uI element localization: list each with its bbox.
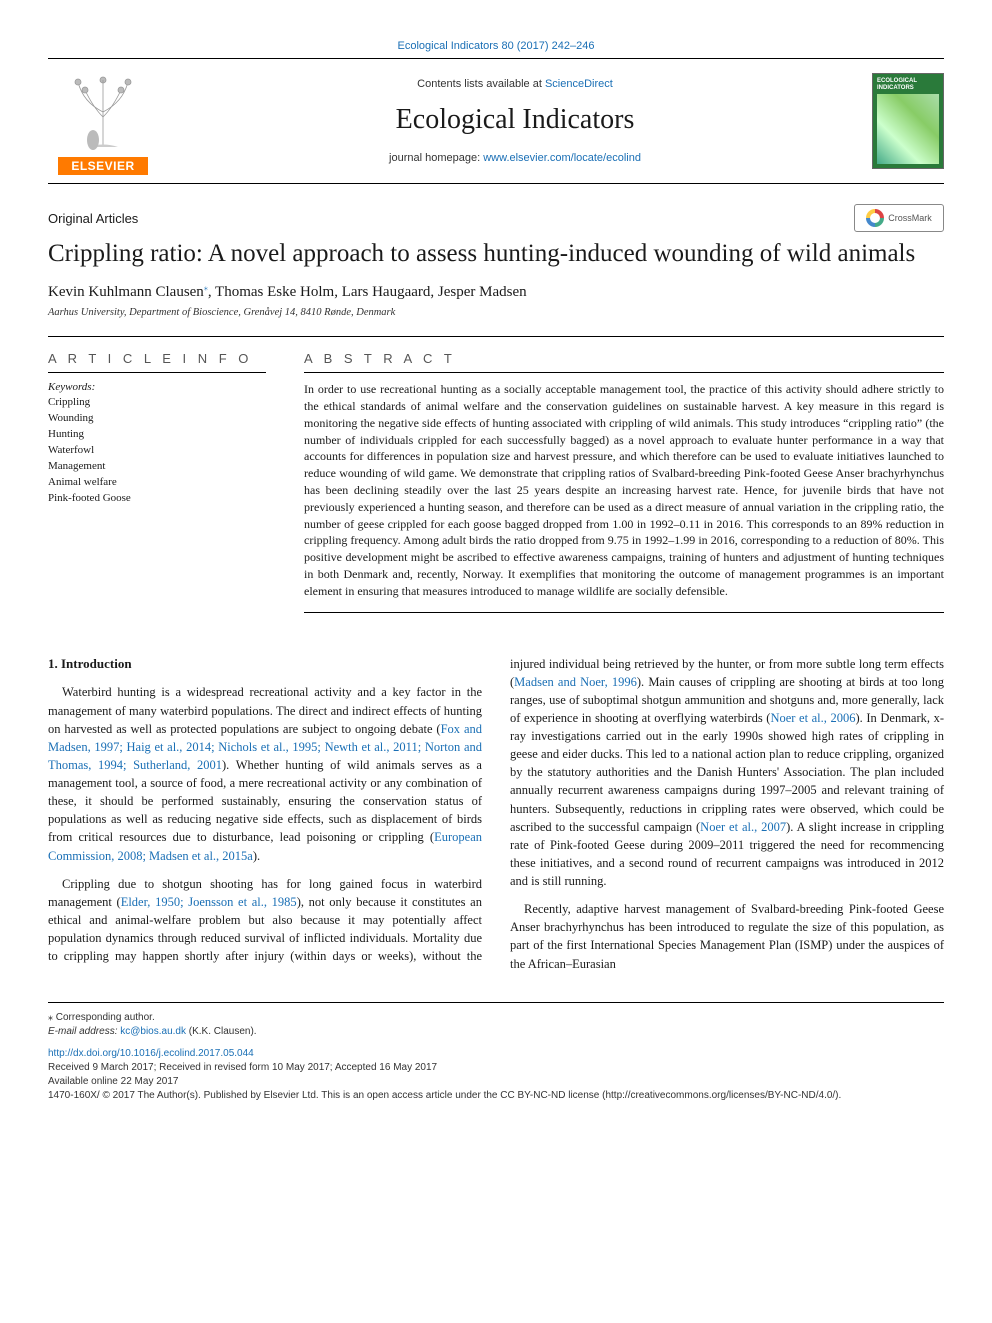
article-type-label: Original Articles: [48, 211, 138, 226]
email-suffix: (K.K. Clausen).: [186, 1026, 257, 1037]
contents-available: Contents lists available at ScienceDirec…: [158, 78, 872, 90]
journal-header: ELSEVIER Contents lists available at Sci…: [48, 58, 944, 184]
keyword-item: Wounding: [48, 411, 266, 427]
homepage-link[interactable]: www.elsevier.com/locate/ecolind: [483, 152, 641, 164]
citation-link[interactable]: Noer et al., 2007: [700, 820, 786, 834]
crossmark-icon: [866, 209, 884, 227]
keyword-item: Pink-footed Goose: [48, 491, 266, 507]
other-authors: , Thomas Eske Holm, Lars Haugaard, Jespe…: [208, 284, 527, 300]
cover-title: ECOLOGICAL INDICATORS: [877, 78, 939, 91]
citation-link[interactable]: Elder, 1950; Joensson et al., 1985: [121, 895, 297, 909]
intro-paragraph-3: Recently, adaptive harvest management of…: [510, 900, 944, 973]
citation-link[interactable]: Noer et al., 2006: [770, 711, 855, 725]
corresponding-author-note: ⁎ Corresponding author.: [48, 1011, 944, 1025]
journal-title: Ecological Indicators: [158, 104, 872, 136]
email-line: E-mail address: kc@bios.au.dk (K.K. Clau…: [48, 1025, 944, 1039]
p3-text-c: ). In Denmark, x-ray investigations carr…: [510, 711, 944, 834]
keyword-item: Waterfowl: [48, 443, 266, 459]
homepage-prefix: journal homepage:: [389, 152, 483, 164]
article-body: 1. Introduction Waterbird hunting is a w…: [48, 655, 944, 974]
keyword-item: Management: [48, 459, 266, 475]
contents-prefix: Contents lists available at: [417, 78, 545, 90]
abstract-block: A B S T R A C T In order to use recreati…: [304, 351, 944, 620]
cover-image-icon: [877, 94, 939, 164]
abstract-heading: A B S T R A C T: [304, 351, 944, 366]
received-dates: Received 9 March 2017; Received in revis…: [48, 1061, 944, 1075]
citation-link[interactable]: Madsen and Noer, 1996: [514, 675, 637, 689]
intro-paragraph-1: Waterbird hunting is a widespread recrea…: [48, 683, 482, 864]
email-link[interactable]: kc@bios.au.dk: [120, 1026, 186, 1037]
journal-reference: Ecological Indicators 80 (2017) 242–246: [48, 40, 944, 52]
doi-link[interactable]: http://dx.doi.org/10.1016/j.ecolind.2017…: [48, 1048, 254, 1059]
email-label: E-mail address:: [48, 1026, 120, 1037]
crossmark-label: CrossMark: [888, 213, 932, 223]
elsevier-tree-icon: [58, 67, 148, 157]
crossmark-badge[interactable]: CrossMark: [854, 204, 944, 232]
affiliation: Aarhus University, Department of Bioscie…: [48, 307, 944, 318]
journal-homepage: journal homepage: www.elsevier.com/locat…: [158, 152, 872, 164]
p4-text: Recently, adaptive harvest management of…: [510, 902, 944, 970]
keyword-item: Animal welfare: [48, 475, 266, 491]
keyword-item: Crippling: [48, 395, 266, 411]
elsevier-wordmark: ELSEVIER: [58, 157, 148, 175]
p1-text-c: ).: [253, 849, 260, 863]
keywords-label: Keywords:: [48, 381, 266, 393]
sciencedirect-link[interactable]: ScienceDirect: [545, 78, 613, 90]
available-online: Available online 22 May 2017: [48, 1075, 944, 1089]
elsevier-logo: ELSEVIER: [48, 67, 158, 175]
author-list: Kevin Kuhlmann Clausen⁎, Thomas Eske Hol…: [48, 283, 944, 301]
page-footer: ⁎ Corresponding author. E-mail address: …: [48, 1002, 944, 1103]
keywords-list: CripplingWoundingHuntingWaterfowlManagem…: [48, 395, 266, 507]
journal-cover-thumbnail: ECOLOGICAL INDICATORS: [872, 73, 944, 169]
introduction-heading: 1. Introduction: [48, 655, 482, 674]
article-title: Crippling ratio: A novel approach to ass…: [48, 238, 944, 269]
copyright-line: 1470-160X/ © 2017 The Author(s). Publish…: [48, 1089, 944, 1103]
p1-text-a: Waterbird hunting is a widespread recrea…: [48, 685, 482, 735]
keyword-item: Hunting: [48, 427, 266, 443]
article-info-heading: A R T I C L E I N F O: [48, 351, 266, 366]
article-info-block: A R T I C L E I N F O Keywords: Cripplin…: [48, 351, 266, 620]
abstract-text: In order to use recreational hunting as …: [304, 381, 944, 599]
corresponding-author: Kevin Kuhlmann Clausen: [48, 284, 204, 300]
